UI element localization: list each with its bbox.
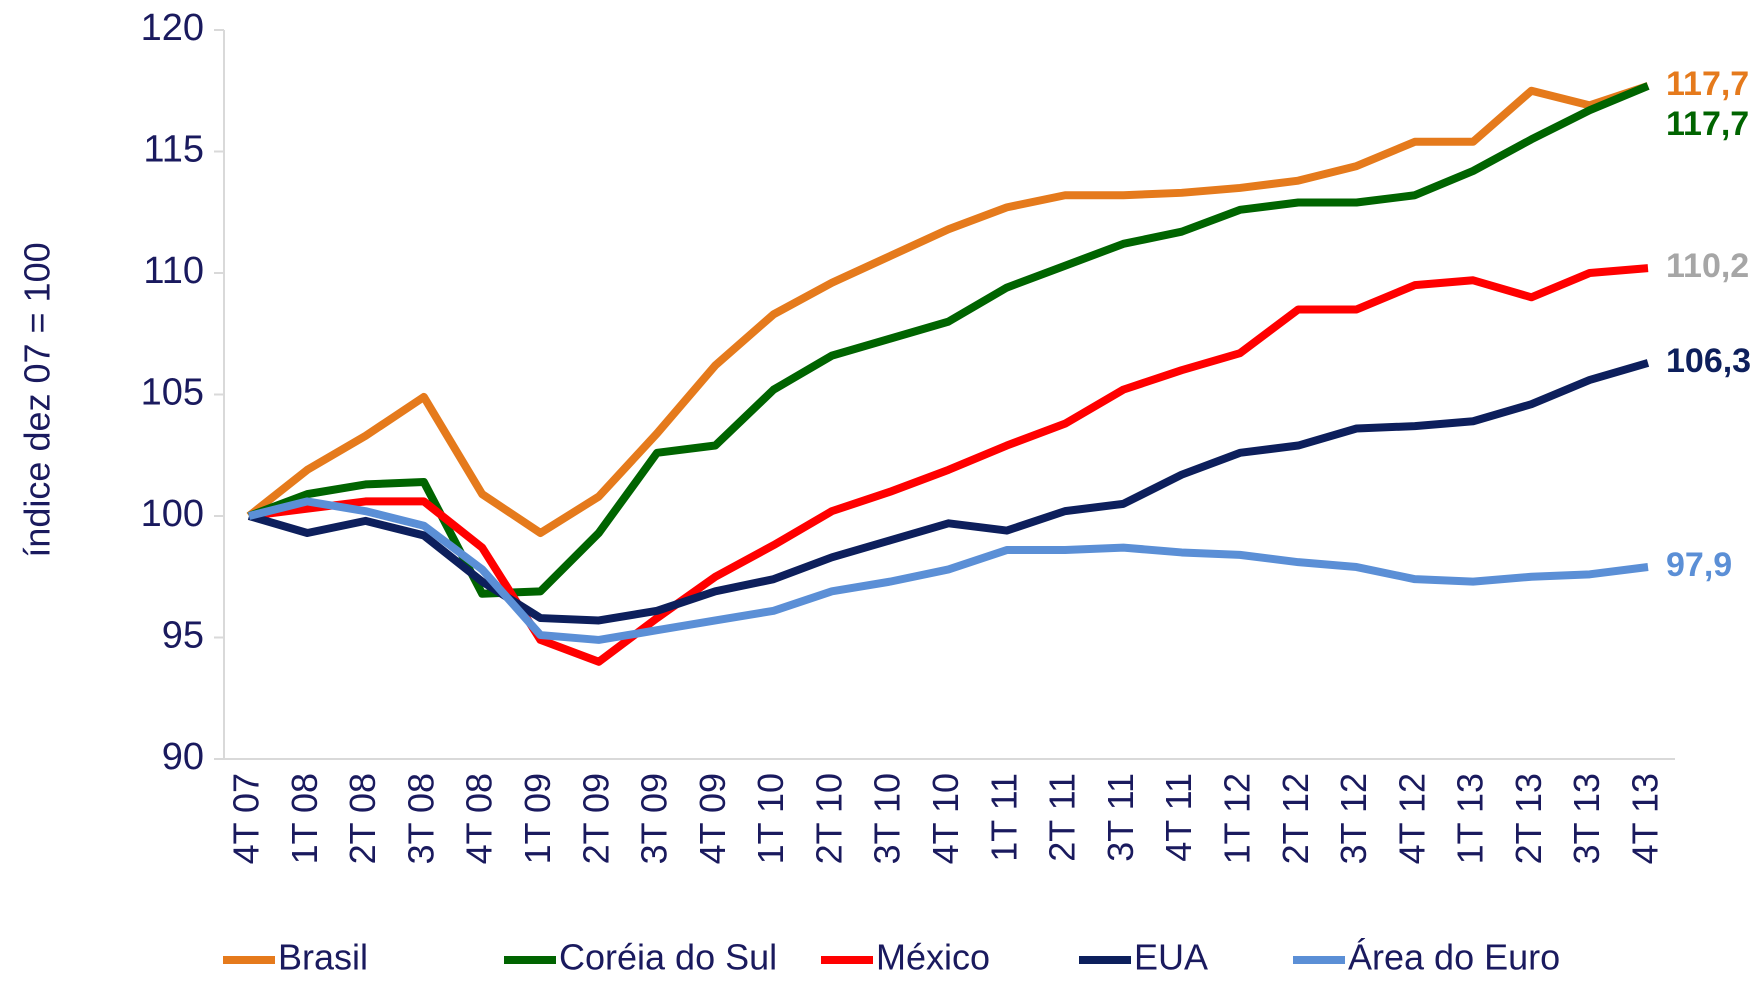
x-tick-label: 4T 10 bbox=[925, 773, 966, 864]
legend-label: México bbox=[876, 937, 990, 978]
x-tick-label: 2T 10 bbox=[808, 773, 849, 864]
x-tick-label: 4T 08 bbox=[459, 773, 500, 864]
value-label: 97,9 bbox=[1666, 546, 1732, 584]
series-line bbox=[248, 264, 1649, 666]
value-label: 110,2 bbox=[1666, 247, 1749, 285]
y-tick-label: 115 bbox=[143, 129, 204, 171]
legend-label: Área do Euro bbox=[1348, 937, 1560, 978]
legend-label: EUA bbox=[1134, 937, 1208, 978]
y-axis-label: índice dez 07 = 100 bbox=[17, 242, 58, 557]
x-tick-label: 3T 13 bbox=[1566, 773, 1607, 864]
legend-label: Coréia do Sul bbox=[559, 937, 777, 978]
value-label: 117,7 bbox=[1666, 65, 1749, 103]
y-tick-label: 105 bbox=[141, 372, 204, 414]
x-tick-label: 1T 10 bbox=[750, 773, 791, 864]
x-tick-label: 2T 11 bbox=[1042, 773, 1083, 862]
x-tick-label: 3T 11 bbox=[1100, 773, 1141, 862]
x-tick-label: 2T 12 bbox=[1275, 773, 1316, 864]
y-tick-label: 90 bbox=[162, 736, 204, 778]
x-tick-label: 3T 12 bbox=[1333, 773, 1374, 864]
x-tick-label: 2T 09 bbox=[575, 773, 616, 864]
series-line bbox=[247, 359, 1650, 625]
y-tick-label: 120 bbox=[141, 7, 204, 49]
series-line bbox=[248, 497, 1649, 644]
y-tick-label: 100 bbox=[141, 493, 204, 535]
x-tick-label: 1T 11 bbox=[983, 773, 1024, 862]
x-tick-label: 1T 08 bbox=[284, 773, 325, 864]
x-tick-label: 3T 10 bbox=[867, 773, 908, 864]
x-tick-label: 4T 07 bbox=[226, 773, 267, 864]
series-line bbox=[247, 82, 1650, 598]
y-tick-label: 110 bbox=[143, 250, 204, 292]
x-tick-label: 3T 08 bbox=[400, 773, 441, 864]
x-tick-label: 2T 08 bbox=[342, 773, 383, 864]
x-tick-label: 1T 09 bbox=[517, 773, 558, 864]
x-tick-label: 4T 13 bbox=[1625, 773, 1666, 864]
x-tick-label: 4T 12 bbox=[1391, 773, 1432, 864]
legend-label: Brasil bbox=[278, 937, 368, 978]
value-label: 106,3 bbox=[1666, 342, 1751, 380]
x-tick-label: 4T 09 bbox=[692, 773, 733, 864]
x-tick-label: 4T 11 bbox=[1158, 773, 1199, 862]
series-line bbox=[246, 82, 1650, 538]
x-tick-label: 2T 13 bbox=[1508, 773, 1549, 864]
value-label: 117,7 bbox=[1666, 105, 1749, 143]
x-tick-label: 3T 09 bbox=[634, 773, 675, 864]
y-tick-label: 95 bbox=[162, 615, 204, 657]
x-tick-label: 1T 12 bbox=[1216, 773, 1257, 864]
x-tick-label: 1T 13 bbox=[1450, 773, 1491, 864]
